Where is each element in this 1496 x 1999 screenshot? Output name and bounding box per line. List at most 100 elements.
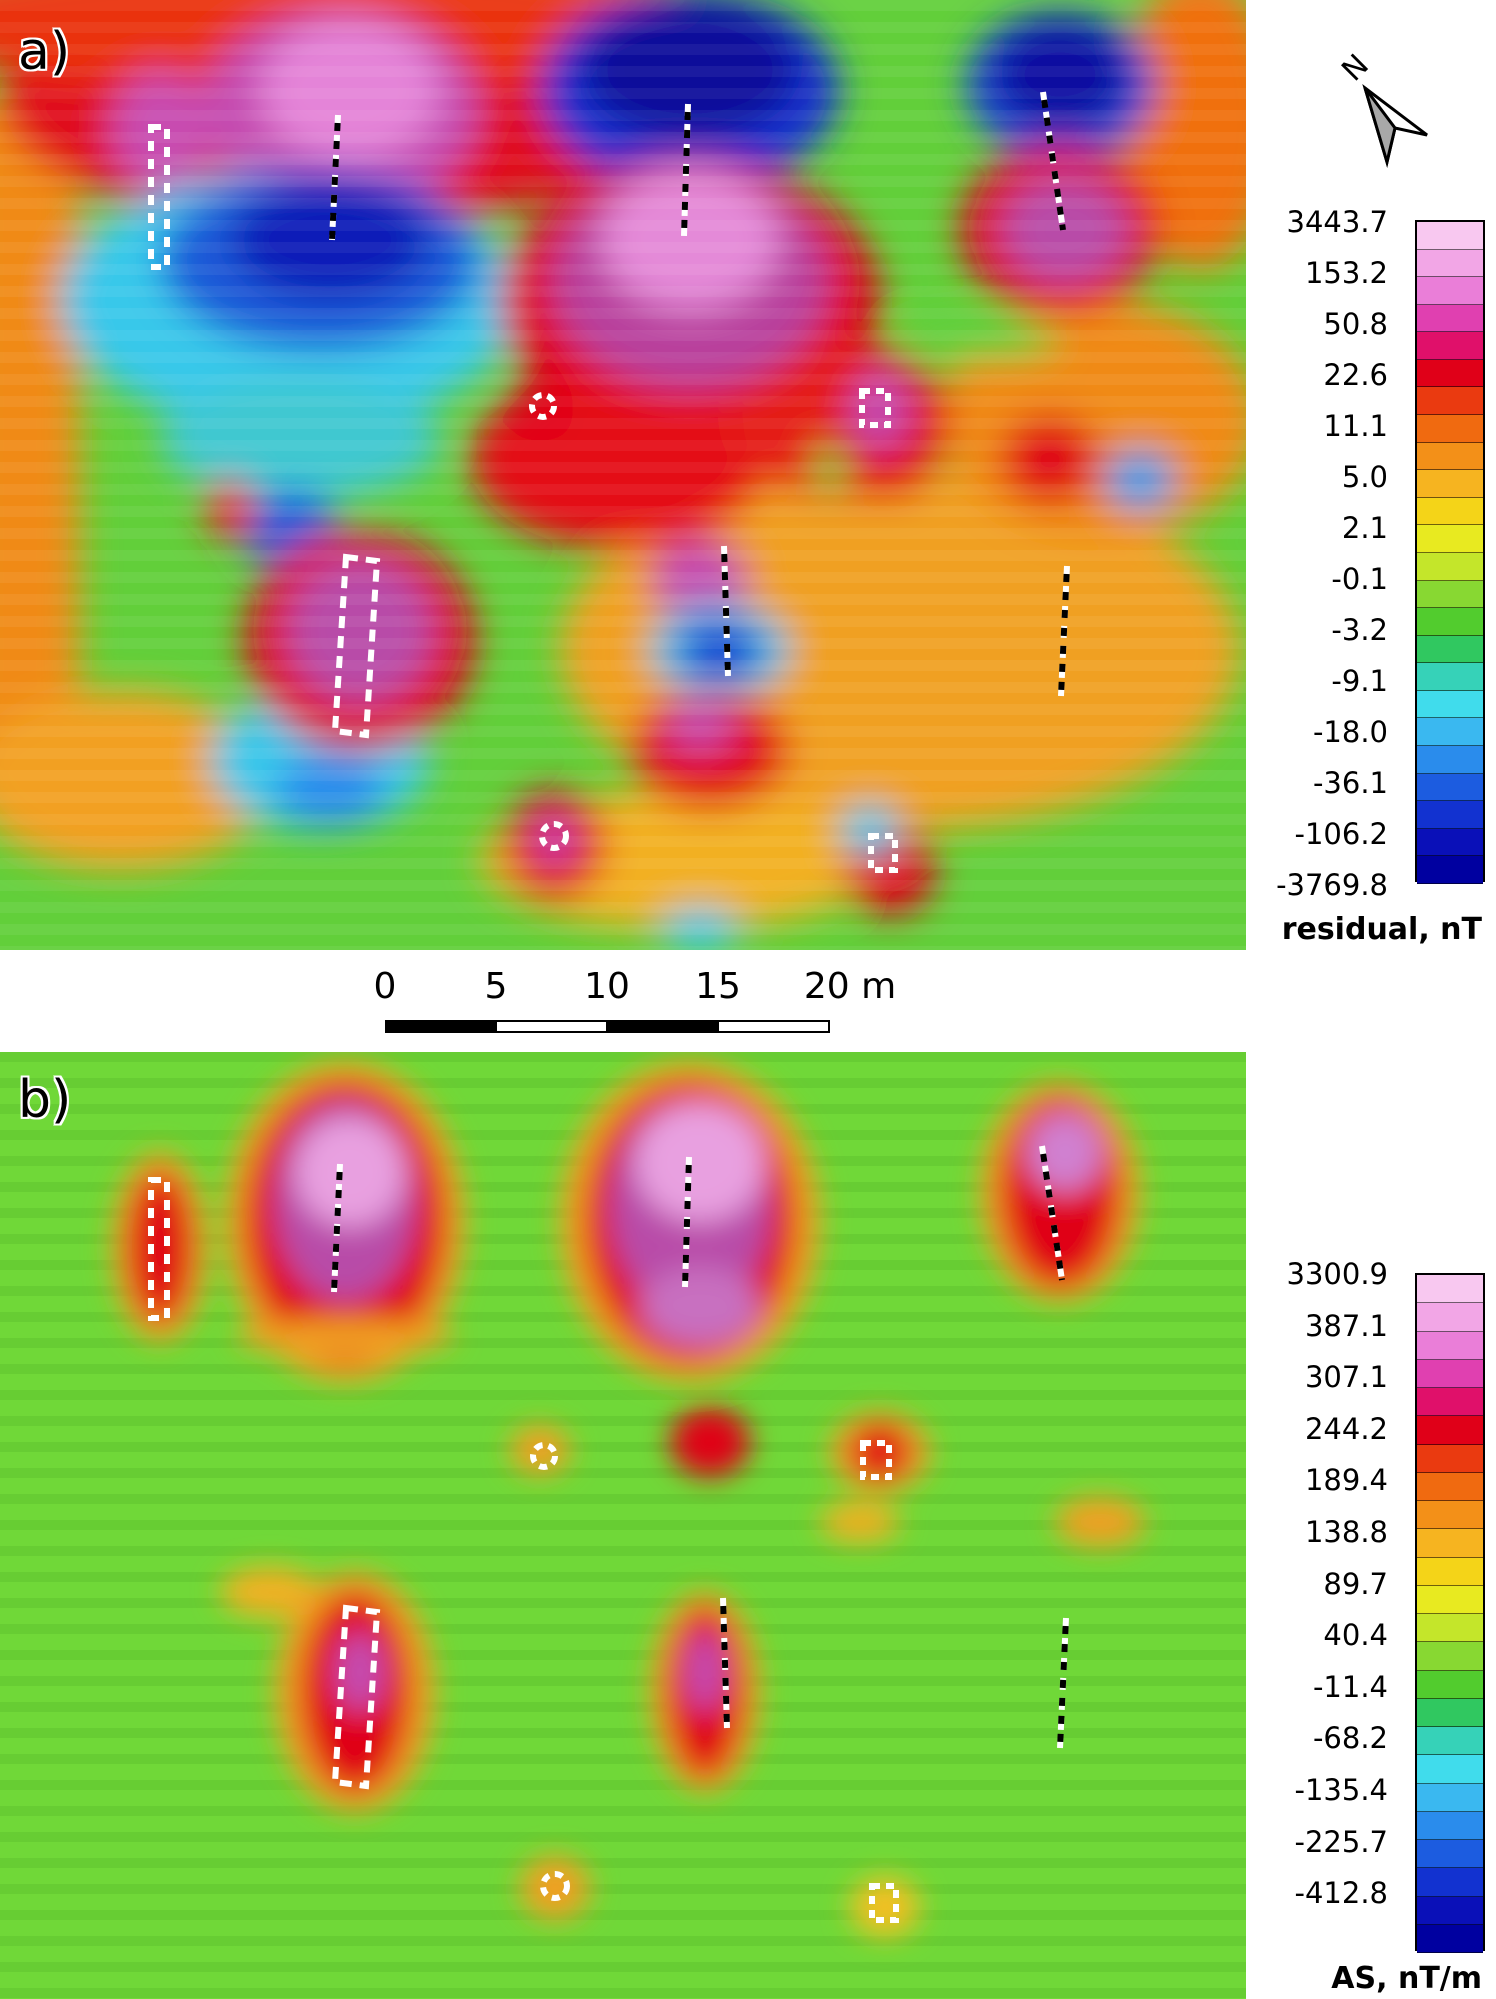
legend-tick-label: -36.1 bbox=[1312, 766, 1388, 800]
legend-tick-label: 89.7 bbox=[1323, 1566, 1388, 1601]
legend-color-step bbox=[1417, 1557, 1483, 1586]
legend-color-step bbox=[1417, 1416, 1483, 1445]
legend-color-step bbox=[1417, 1472, 1483, 1501]
legend-color-step bbox=[1417, 332, 1483, 360]
legend-color-step bbox=[1417, 1388, 1483, 1417]
legend-residual: 3443.7 153.2 50.8 22.6 11.1 5.0 2.1 -0.1 -3.2 -9.… bbox=[1250, 200, 1496, 950]
legend-tick-label: -3769.8 bbox=[1276, 868, 1388, 902]
scale-label: 15 bbox=[695, 966, 741, 1007]
legend-tick-label: 307.1 bbox=[1304, 1360, 1388, 1395]
legend-tick-label: -225.7 bbox=[1294, 1824, 1389, 1859]
legend-color-step bbox=[1417, 249, 1483, 278]
legend-tick-label: 244.2 bbox=[1304, 1411, 1388, 1446]
legend-color-step bbox=[1417, 856, 1483, 884]
panel-label-b: b) bbox=[18, 1070, 72, 1130]
legend-color-step bbox=[1417, 442, 1483, 471]
legend-color-step bbox=[1417, 1444, 1483, 1473]
legend-color-step bbox=[1417, 1303, 1483, 1332]
legend-color-step bbox=[1417, 690, 1483, 719]
legend-color-step bbox=[1417, 415, 1483, 443]
legend-color-step bbox=[1417, 1275, 1483, 1304]
legend-color-step bbox=[1417, 745, 1483, 774]
legend-tick-label: -18.0 bbox=[1312, 715, 1388, 749]
legend-color-step bbox=[1417, 222, 1483, 250]
legend-title: AS, nT/m bbox=[1331, 1961, 1482, 1996]
legend-tick-label: -412.8 bbox=[1294, 1876, 1389, 1911]
panel-label-a: a) bbox=[18, 22, 71, 82]
legend-color-step bbox=[1417, 1811, 1483, 1840]
scale-segment bbox=[606, 1020, 719, 1033]
legend-color-step bbox=[1417, 1840, 1483, 1869]
legend-colorbar bbox=[1415, 1273, 1485, 1953]
legend-color-step bbox=[1417, 525, 1483, 553]
north-label: N bbox=[1335, 48, 1376, 89]
legend-tick-label: -68.2 bbox=[1312, 1721, 1388, 1756]
legend-tick-label: -9.1 bbox=[1331, 664, 1388, 698]
legend-title: residual, nT bbox=[1281, 912, 1482, 947]
legend-tick-label: 3443.7 bbox=[1286, 205, 1388, 239]
legend-color-step bbox=[1417, 1727, 1483, 1756]
legend-color-step bbox=[1417, 1755, 1483, 1784]
north-arrow: N bbox=[1325, 40, 1465, 170]
legend-tick-label: 22.6 bbox=[1323, 358, 1388, 392]
legend-tick-label: 2.1 bbox=[1341, 511, 1388, 545]
legend-tick-label: 138.8 bbox=[1304, 1515, 1388, 1549]
legend-color-step bbox=[1417, 1614, 1483, 1643]
legend-tick-label: -11.4 bbox=[1312, 1669, 1388, 1704]
legend-color-step bbox=[1417, 1896, 1483, 1925]
legend-tick-label: 153.2 bbox=[1304, 256, 1388, 290]
legend-color-step bbox=[1417, 1783, 1483, 1812]
scale-bar: 0 5 10 15 20 m bbox=[374, 966, 896, 1046]
scale-label: 20 m bbox=[803, 966, 897, 1007]
legend-color-step bbox=[1417, 1642, 1483, 1671]
legend-color-step bbox=[1417, 718, 1483, 746]
scale-label: 10 bbox=[584, 966, 630, 1007]
legend-color-step bbox=[1417, 801, 1483, 829]
legend-color-step bbox=[1417, 663, 1483, 691]
legend-color-step bbox=[1417, 387, 1483, 416]
legend-colorbar bbox=[1415, 220, 1485, 884]
legend-tick-label: -106.2 bbox=[1294, 817, 1389, 851]
scale-segment bbox=[385, 1020, 497, 1033]
legend-color-step bbox=[1417, 635, 1483, 664]
legend-color-step bbox=[1417, 304, 1483, 333]
legend-tick-label: -135.4 bbox=[1294, 1773, 1389, 1807]
scale-label: 0 bbox=[373, 966, 397, 1007]
legend-color-step bbox=[1417, 552, 1483, 581]
legend-color-step bbox=[1417, 1670, 1483, 1699]
legend-color-step bbox=[1417, 773, 1483, 802]
scale-label: 5 bbox=[484, 966, 508, 1007]
residual-map-graphic bbox=[0, 0, 1246, 950]
legend-color-step bbox=[1417, 580, 1483, 609]
legend-color-step bbox=[1417, 470, 1483, 498]
legend-color-step bbox=[1417, 277, 1483, 305]
legend-tick-label: -3.2 bbox=[1331, 613, 1388, 647]
legend-color-step bbox=[1417, 1924, 1483, 1953]
legend-tick-label: 387.1 bbox=[1304, 1308, 1388, 1343]
feature-marker bbox=[148, 124, 170, 270]
scale-segment bbox=[717, 1020, 830, 1033]
scale-segment bbox=[495, 1020, 608, 1033]
legend-tick-label: 5.0 bbox=[1341, 460, 1388, 494]
legend-color-step bbox=[1417, 497, 1483, 526]
legend-color-step bbox=[1417, 1359, 1483, 1388]
legend-color-step bbox=[1417, 1501, 1483, 1530]
legend-color-step bbox=[1417, 1529, 1483, 1558]
legend-color-step bbox=[1417, 359, 1483, 388]
legend-tick-label: 50.8 bbox=[1323, 307, 1388, 341]
legend-color-step bbox=[1417, 1331, 1483, 1360]
legend-color-step bbox=[1417, 828, 1483, 857]
legend-tick-label: 189.4 bbox=[1304, 1463, 1388, 1498]
legend-tick-label: -0.1 bbox=[1331, 562, 1388, 596]
as-map-graphic bbox=[0, 1052, 1246, 1999]
legend-color-step bbox=[1417, 608, 1483, 636]
legend-color-step bbox=[1417, 1585, 1483, 1614]
legend-color-step bbox=[1417, 1868, 1483, 1897]
residual-magnetic-map bbox=[0, 0, 1246, 950]
feature-marker bbox=[148, 1177, 170, 1321]
legend-analytic-signal: 3300.9 387.1 307.1 244.2 189.4 138.8 89.7 40.4 -… bbox=[1250, 1255, 1496, 1999]
legend-tick-label: 3300.9 bbox=[1286, 1257, 1388, 1291]
legend-tick-label: 40.4 bbox=[1323, 1618, 1388, 1653]
legend-tick-label: 11.1 bbox=[1323, 409, 1388, 443]
legend-color-step bbox=[1417, 1698, 1483, 1727]
